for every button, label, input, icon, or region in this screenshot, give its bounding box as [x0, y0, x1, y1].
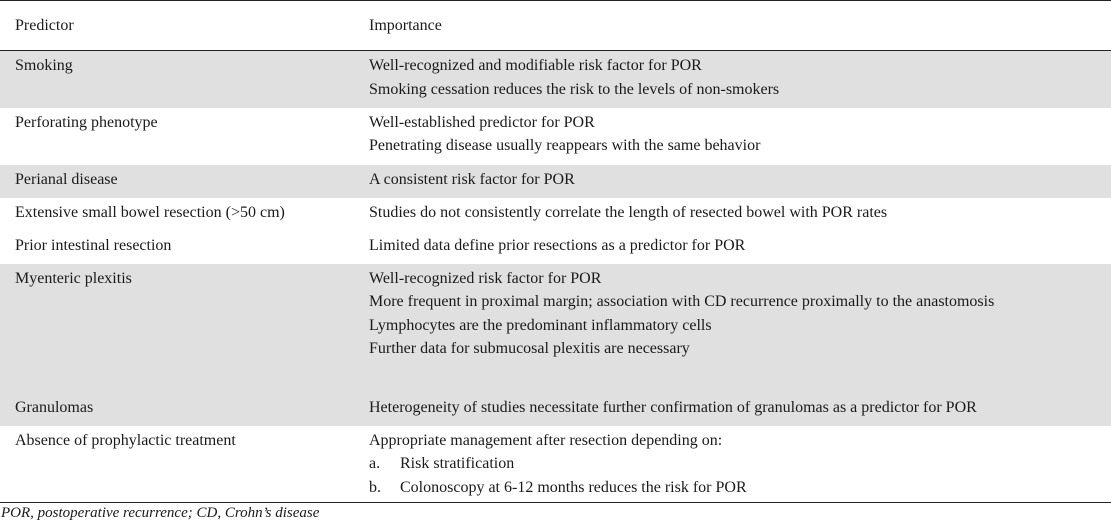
importance-line: Further data for submucosal plexitis are… [369, 340, 690, 357]
importance-line: Appropriate management after resection d… [369, 431, 723, 449]
sub-item: a. Risk stratification [369, 452, 1111, 476]
table-row: Absence of prophylactic treatment Approp… [0, 425, 1111, 503]
importance-line: Heterogeneity of studies necessitate fur… [369, 398, 977, 416]
sub-item-marker: a. [369, 455, 381, 472]
predictor-cell: Perianal disease [0, 164, 354, 198]
importance-line: Well-recognized risk factor for POR [369, 269, 602, 287]
predictor-cell: Perforating phenotype [15, 113, 158, 131]
importance-cell: A consistent risk factor for POR [354, 164, 1111, 198]
table-row: Myenteric plexitis Well-recognized risk … [0, 263, 1111, 393]
sub-item-marker: b. [369, 478, 381, 496]
importance-line: Penetrating disease usually reappears wi… [369, 137, 761, 154]
importance-cell: Appropriate management after resection d… [354, 425, 1111, 503]
importance-line: Limited data define prior resections as … [369, 236, 746, 254]
predictor-cell: Extensive small bowel resection (>50 cm) [15, 203, 285, 221]
predictor-cell: Smoking [0, 50, 354, 108]
importance-line: Studies do not consistently correlate th… [369, 203, 888, 221]
importance-cell: Well-established predictor for POR Penet… [354, 108, 1111, 165]
table-row: Granulomas Heterogeneity of studies nece… [0, 392, 1111, 426]
predictor-cell: Absence of prophylactic treatment [0, 425, 354, 503]
table-footnote: POR, postoperative recurrence; CD, Crohn… [1, 505, 320, 521]
table-row: Perianal disease A consistent risk facto… [0, 164, 1111, 198]
table-row: Prior intestinal resection Limited data … [0, 231, 1111, 264]
importance-line: More frequent in proximal margin; associ… [369, 293, 995, 310]
predictor-cell: Myenteric plexitis [0, 263, 354, 393]
header-predictor: Predictor [0, 0, 354, 51]
header-importance: Importance [354, 0, 1111, 51]
table-row: Smoking Well-recognized and modifiable r… [0, 50, 1111, 108]
importance-line: Well-established predictor for POR [369, 113, 595, 131]
importance-cell: Heterogeneity of studies necessitate fur… [354, 392, 1111, 426]
header-row: Predictor Importance [0, 0, 1111, 51]
sub-item-text: Colonoscopy at 6-12 months reduces the r… [400, 478, 747, 496]
table-row: Perforating phenotype Well-established p… [0, 108, 1111, 165]
importance-line: Lymphocytes are the predominant inflamma… [369, 316, 712, 334]
importance-cell: Well-recognized risk factor for POR More… [354, 263, 1111, 393]
importance-cell: Studies do not consistently correlate th… [354, 198, 1111, 231]
predictor-cell: Prior intestinal resection [15, 236, 172, 254]
importance-cell: Limited data define prior resections as … [354, 231, 1111, 264]
predictor-cell: Granulomas [0, 392, 354, 426]
table-row: Extensive small bowel resection (>50 cm)… [0, 198, 1111, 231]
predictors-table: Predictor Importance Smoking Well-recogn… [0, 0, 1111, 503]
importance-cell: Well-recognized and modifiable risk fact… [354, 50, 1111, 108]
importance-line: Well-recognized and modifiable risk fact… [369, 57, 702, 74]
sub-item: b. Colonoscopy at 6-12 months reduces the… [369, 476, 1111, 500]
importance-line: Smoking cessation reduces the risk to th… [369, 80, 780, 98]
sub-item-text: Risk stratification [400, 455, 515, 472]
importance-line: A consistent risk factor for POR [369, 170, 575, 188]
